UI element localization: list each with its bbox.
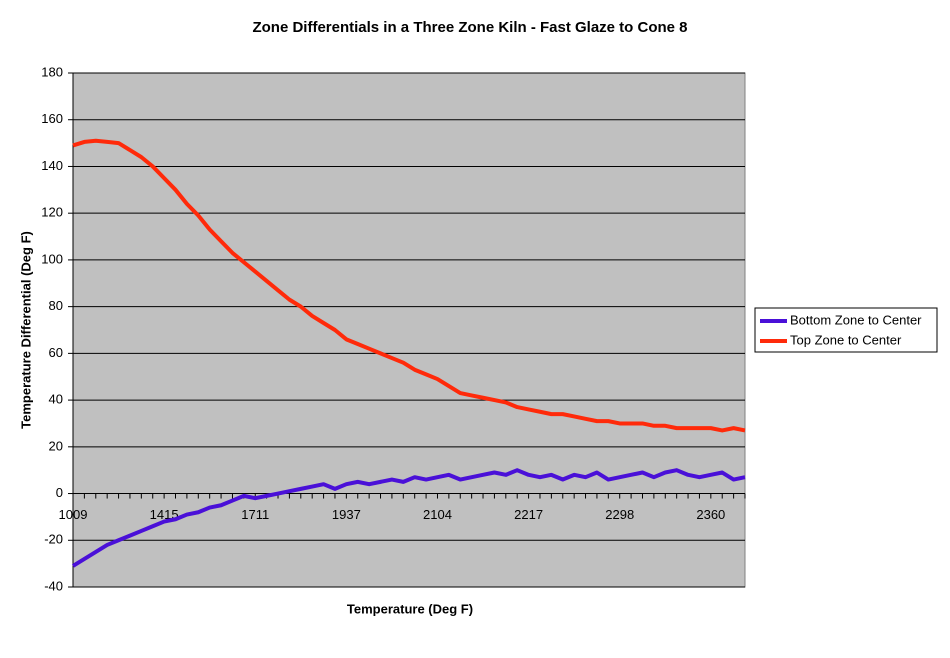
y-tick-label: 0 (56, 485, 63, 500)
y-tick-label: 20 (49, 438, 63, 453)
x-axis-label: Temperature (Deg F) (347, 601, 473, 616)
x-tick-label: 2104 (423, 507, 452, 522)
x-tick-label: 1009 (59, 507, 88, 522)
plot-area (72, 72, 746, 588)
data-line (71, 468, 746, 568)
x-tick-label: 1937 (332, 507, 361, 522)
y-tick-label: 100 (41, 251, 63, 266)
y-tick-label: 60 (49, 345, 63, 360)
legend-label: Top Zone to Center (790, 332, 902, 347)
chart-title: Zone Differentials in a Three Zone Kiln … (252, 19, 687, 36)
y-tick-label: -40 (44, 578, 63, 593)
y-axis-label: Temperature Differential (Deg F) (18, 231, 33, 429)
legend-label: Bottom Zone to Center (790, 312, 922, 327)
y-tick-label: 160 (41, 111, 63, 126)
legend (754, 307, 938, 353)
y-tick-label: 140 (41, 158, 63, 173)
x-tick-label: 1711 (241, 507, 269, 522)
x-tick-label: 2298 (605, 507, 634, 522)
y-tick-label: -20 (44, 532, 63, 547)
x-tick-label: 2360 (696, 507, 725, 522)
data-line (72, 138, 746, 433)
y-tick-label: 40 (49, 392, 63, 407)
y-tick-label: 180 (41, 64, 63, 79)
y-tick-label: 80 (49, 298, 63, 313)
y-tick-label: 120 (41, 205, 63, 220)
x-tick-label: 2217 (514, 507, 543, 522)
